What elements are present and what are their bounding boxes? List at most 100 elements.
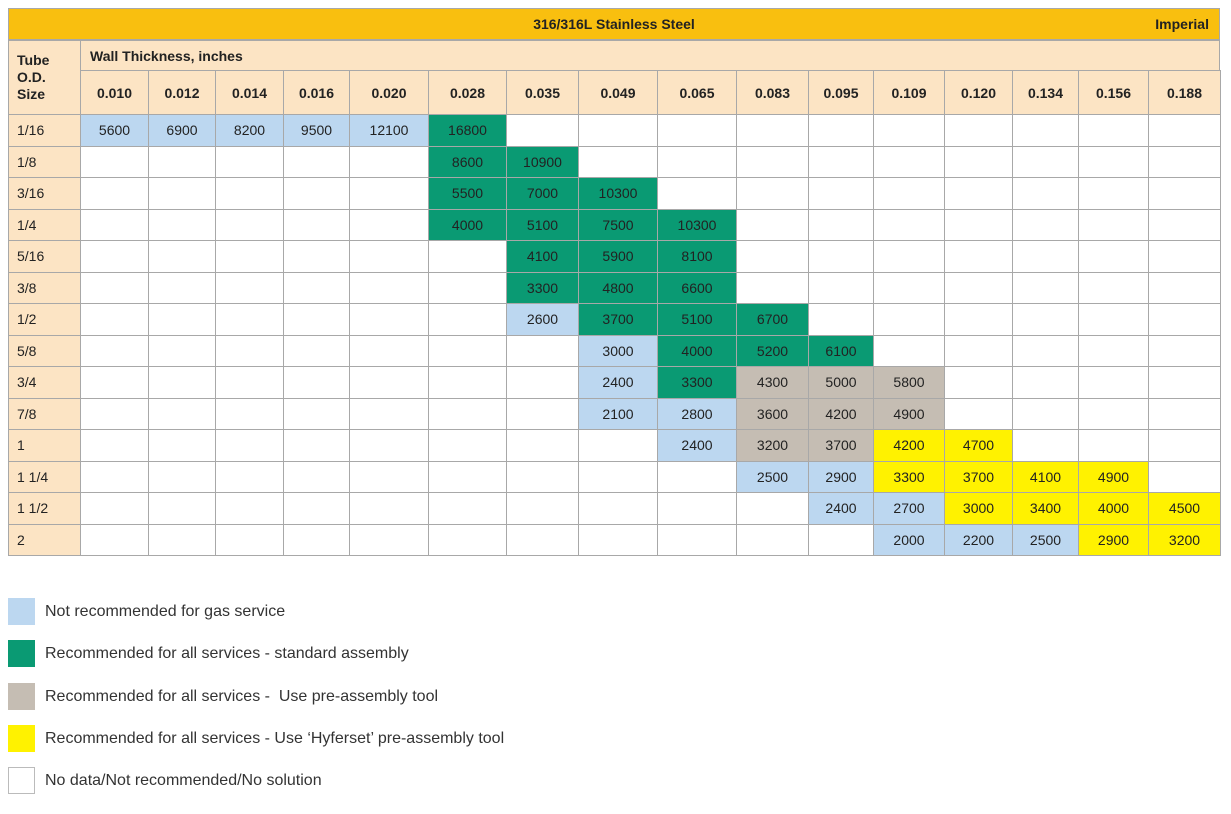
value-cell: 4900 [873, 397, 945, 430]
empty-cell [506, 366, 579, 399]
empty-cell [148, 208, 216, 241]
column-header: 0.188 [1148, 70, 1221, 115]
empty-cell [1012, 177, 1079, 210]
value-cell: 8200 [215, 114, 284, 147]
empty-cell [148, 177, 216, 210]
empty-cell [1078, 303, 1149, 336]
value-cell: 5500 [428, 177, 507, 210]
empty-cell [215, 366, 284, 399]
value-cell: 6700 [736, 303, 809, 336]
empty-cell [1012, 114, 1079, 147]
legend-label: Recommended for all services - Use pre-a… [45, 688, 439, 705]
column-header: 0.035 [506, 70, 579, 115]
value-cell: 7500 [578, 208, 658, 241]
empty-cell [80, 397, 149, 430]
empty-cell [349, 460, 429, 493]
empty-cell [578, 492, 658, 525]
empty-cell [148, 523, 216, 556]
value-cell: 5100 [506, 208, 579, 241]
empty-cell [428, 271, 507, 304]
empty-cell [1012, 208, 1079, 241]
empty-cell [808, 303, 874, 336]
empty-cell [148, 366, 216, 399]
empty-cell [283, 208, 350, 241]
value-cell: 2500 [1012, 523, 1079, 556]
empty-cell [1148, 240, 1221, 273]
value-cell: 4200 [873, 429, 945, 462]
empty-cell [736, 177, 809, 210]
column-header: 0.028 [428, 70, 507, 115]
empty-cell [944, 366, 1013, 399]
value-cell: 4500 [1148, 492, 1221, 525]
value-cell: 16800 [428, 114, 507, 147]
value-cell: 3700 [808, 429, 874, 462]
empty-cell [1078, 366, 1149, 399]
empty-cell [148, 240, 216, 273]
empty-cell [1078, 334, 1149, 367]
empty-cell [80, 240, 149, 273]
empty-cell [736, 145, 809, 178]
value-cell: 5600 [80, 114, 149, 147]
value-cell: 10300 [657, 208, 737, 241]
empty-cell [944, 303, 1013, 336]
value-cell: 4000 [1078, 492, 1149, 525]
empty-cell [428, 366, 507, 399]
value-cell: 10300 [578, 177, 658, 210]
value-cell: 4200 [808, 397, 874, 430]
legend-swatch [8, 598, 35, 625]
legend-label: Not recommended for gas service [45, 603, 286, 620]
empty-cell [283, 397, 350, 430]
empty-cell [578, 145, 658, 178]
value-cell: 4700 [944, 429, 1013, 462]
column-header: 0.156 [1078, 70, 1149, 115]
empty-cell [215, 334, 284, 367]
empty-cell [148, 397, 216, 430]
value-cell: 4800 [578, 271, 658, 304]
empty-cell [944, 397, 1013, 430]
value-cell: 3300 [657, 366, 737, 399]
empty-cell [1012, 397, 1079, 430]
empty-cell [283, 271, 350, 304]
empty-cell [808, 145, 874, 178]
empty-cell [1012, 366, 1079, 399]
value-cell: 3700 [944, 460, 1013, 493]
value-cell: 5000 [808, 366, 874, 399]
empty-cell [1078, 397, 1149, 430]
empty-cell [506, 492, 579, 525]
empty-cell [736, 240, 809, 273]
empty-cell [80, 523, 149, 556]
empty-cell [873, 177, 945, 210]
empty-cell [808, 271, 874, 304]
empty-cell [657, 145, 737, 178]
empty-cell [80, 208, 149, 241]
empty-cell [80, 492, 149, 525]
column-header: 0.014 [215, 70, 284, 115]
empty-cell [873, 334, 945, 367]
value-cell: 2800 [657, 397, 737, 430]
empty-cell [808, 208, 874, 241]
empty-cell [657, 492, 737, 525]
value-cell: 2200 [944, 523, 1013, 556]
column-header: 0.134 [1012, 70, 1079, 115]
value-cell: 2400 [808, 492, 874, 525]
empty-cell [283, 429, 350, 462]
empty-cell [944, 177, 1013, 210]
empty-cell [506, 397, 579, 430]
empty-cell [148, 145, 216, 178]
empty-cell [428, 303, 507, 336]
value-cell: 2400 [578, 366, 658, 399]
row-label: 1/8 [8, 145, 81, 178]
value-cell: 3400 [1012, 492, 1079, 525]
empty-cell [1078, 177, 1149, 210]
empty-cell [578, 429, 658, 462]
row-label: 5/16 [8, 240, 81, 273]
column-header: 0.049 [578, 70, 658, 115]
empty-cell [428, 334, 507, 367]
empty-cell [148, 460, 216, 493]
legend-label: Recommended for all services - standard … [45, 645, 409, 662]
column-header: 0.083 [736, 70, 809, 115]
empty-cell [1078, 429, 1149, 462]
empty-cell [80, 177, 149, 210]
empty-cell [808, 114, 874, 147]
empty-cell [148, 271, 216, 304]
